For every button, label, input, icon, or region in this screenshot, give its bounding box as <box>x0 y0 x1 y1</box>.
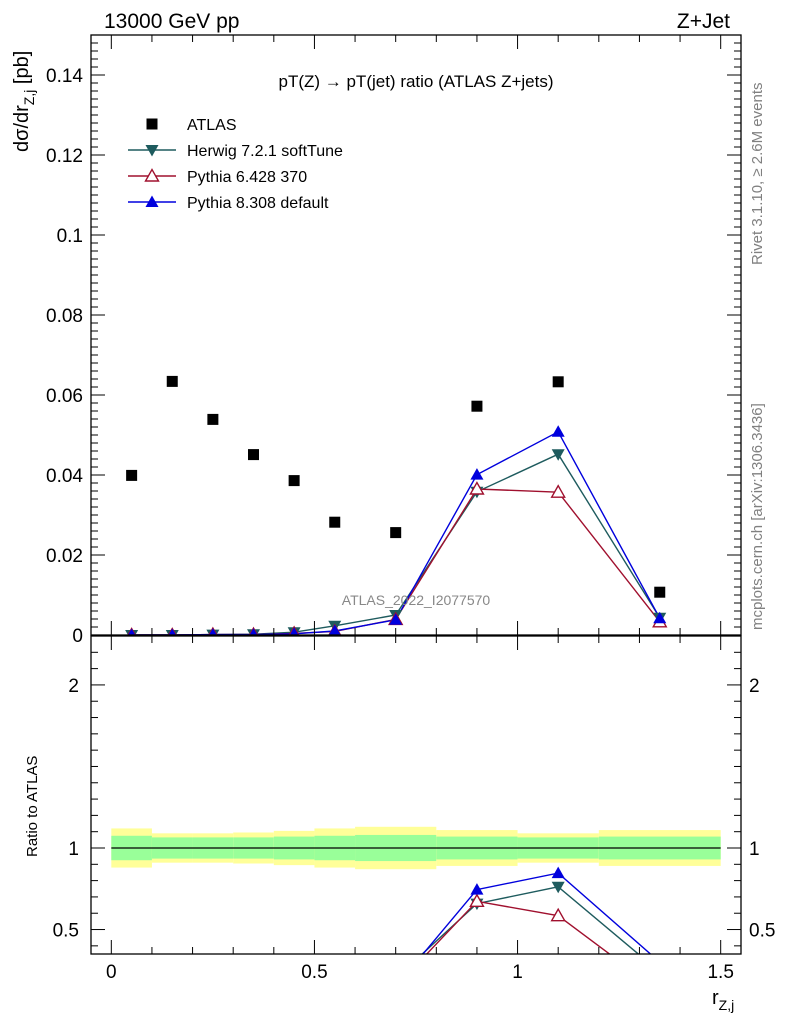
x-label-subscript: Z,j <box>719 997 735 1013</box>
data-point-atlas <box>288 475 300 487</box>
ratio-axis-ticks: 0 0.5 1 1.5 0.5 0.5 1 1 2 2 <box>53 635 775 983</box>
data-point-atlas <box>207 413 219 425</box>
data-point-atlas <box>471 400 483 412</box>
main-panel: 0 0.02 0.04 0.06 0.08 0.1 0.12 0.14 pT(Z) → pT(… <box>11 34 742 647</box>
ratio-point-pythia-6-428-370 <box>550 907 566 922</box>
data-point-atlas <box>654 586 666 598</box>
ratio-plot-frame <box>90 635 742 955</box>
ratio-point-pythia-8-308-default <box>551 866 565 879</box>
legend: ATLAS Herwig 7.2.1 softTune Pythia 6.428 3… <box>128 117 343 212</box>
main-y-tick-label: 0.02 <box>46 546 83 567</box>
ratio-point-herwig-7-2-1-softtune <box>551 881 565 894</box>
data-point-pythia-8-308-default <box>289 627 299 635</box>
main-axis-ticks: 0 0.02 0.04 0.06 0.08 0.1 0.12 0.14 <box>46 34 741 647</box>
ratio-data-layer <box>111 826 721 954</box>
main-y-tick-label: 0.14 <box>46 66 83 87</box>
legend-label-pythia-6-428-370: Pythia 6.428 370 <box>187 169 307 186</box>
main-y-tick-label: 0 <box>72 626 83 647</box>
x-axis-label: rZ,j <box>712 987 734 1013</box>
data-point-pythia-8-308-default <box>389 613 403 625</box>
mcplots-reference-text: mcplots.cern.ch [arXiv:1306.3436] <box>749 403 766 630</box>
data-point-pythia-6-428-370 <box>550 484 566 498</box>
x-label-main: r <box>712 987 719 1009</box>
ratio-y-tick-label: 2 <box>68 676 79 697</box>
main-y-tick-label: 0.08 <box>46 306 83 327</box>
legend-marker-pythia-6-428-370 <box>144 168 160 182</box>
ratio-y-axis-label: Ratio to ATLAS <box>24 756 41 857</box>
data-point-pythia-8-308-default <box>470 468 484 480</box>
legend-marker-pythia-8-308-default <box>145 195 159 207</box>
legend-marker-atlas <box>146 118 158 130</box>
data-point-pythia-8-308-default <box>551 425 565 437</box>
ratio-line-herwig-7-2-1-softtune <box>421 886 640 954</box>
y-label-part-1: dσ/dr <box>11 105 33 152</box>
main-y-tick-label: 0.04 <box>46 466 83 487</box>
data-point-pythia-8-308-default <box>168 628 176 635</box>
x-tick-label: 1.5 <box>707 962 733 983</box>
x-tick-label: 0.5 <box>301 962 327 983</box>
data-point-pythia-8-308-default <box>249 628 258 635</box>
main-y-tick-label: 0.12 <box>46 146 83 167</box>
legend-marker-herwig-7-2-1-softtune <box>145 145 159 157</box>
ratio-y-tick-label-right: 2 <box>749 676 760 697</box>
ratio-y-tick-label: 0.5 <box>53 921 79 942</box>
data-point-pythia-8-308-default <box>127 628 136 635</box>
ratio-line-pythia-6-428-370 <box>425 900 611 954</box>
ratio-panel: 0 0.5 1 1.5 0.5 0.5 1 1 2 2 Ratio to ATLAS <box>24 635 775 983</box>
main-y-axis-label: dσ/drZ,j [pb] <box>11 51 37 152</box>
legend-label-herwig-7-2-1-softtune: Herwig 7.2.1 softTune <box>187 143 343 160</box>
main-plot-frame <box>90 34 742 636</box>
analysis-id-annotation: ATLAS_2022_I2077570 <box>342 592 491 608</box>
data-point-pythia-8-308-default <box>208 628 217 635</box>
legend-label-pythia-8-308-default: Pythia 8.308 default <box>187 195 329 212</box>
ratio-y-tick-label: 1 <box>68 839 79 860</box>
ratio-line-pythia-8-308-default <box>422 872 652 954</box>
data-point-atlas <box>552 376 564 388</box>
y-label-unit: [pb] <box>11 51 33 90</box>
ratio-y-tick-label-right: 1 <box>749 839 760 860</box>
data-point-atlas <box>126 469 138 481</box>
data-point-atlas <box>166 375 178 387</box>
data-point-pythia-8-308-default <box>328 624 341 635</box>
legend-label-atlas: ATLAS <box>187 117 237 134</box>
data-point-pythia-6-428-370 <box>469 481 485 495</box>
data-point-pythia-8-308-default <box>653 611 667 624</box>
main-y-tick-label: 0.06 <box>46 386 83 407</box>
header-right: Z+Jet <box>677 10 730 33</box>
data-point-atlas <box>248 449 259 461</box>
y-label-subscript: Z,j <box>21 90 37 106</box>
chart-title: pT(Z) → pT(jet) ratio (ATLAS Z+jets) <box>278 72 553 91</box>
data-point-atlas <box>329 516 341 528</box>
data-point-atlas <box>390 527 402 539</box>
ratio-y-tick-label-right: 0.5 <box>749 921 775 942</box>
x-tick-label: 0 <box>106 962 117 983</box>
main-y-tick-label: 0.1 <box>57 226 83 247</box>
data-point-herwig-7-2-1-softtune <box>551 449 565 461</box>
x-tick-label: 1 <box>512 962 523 983</box>
ratio-point-pythia-8-308-default <box>470 883 484 895</box>
rivet-version-text: Rivet 3.1.10, ≥ 2.6M events <box>749 83 766 266</box>
ratio-point-pythia-6-428-370 <box>469 893 485 908</box>
header-left: 13000 GeV pp <box>104 10 239 33</box>
